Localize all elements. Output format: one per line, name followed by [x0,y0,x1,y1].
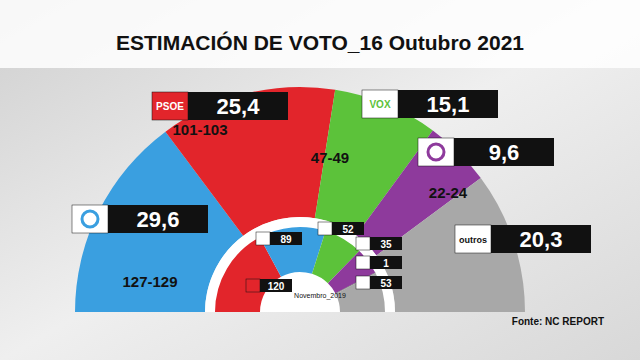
background [0,0,640,360]
value-box [108,205,208,233]
inner-background [205,217,395,312]
value-label: outros 20,3 [455,225,591,253]
logo-box [246,279,260,292]
logo-box [362,90,398,118]
inner-value-label: 35 [356,237,402,250]
title-band [0,0,640,68]
labels: 29,6 127-129 PSOE 25,4 101-103 VOX 15,1 47-49 9,… [72,90,591,292]
value-box [260,279,292,292]
chart: ESTIMACIÓN DE VOTO_16 Outubro 2021 Novemb… [0,0,640,360]
inner-value-label: 120 [246,279,292,292]
logo-box [356,237,370,250]
logo-box [455,225,491,253]
outer-arcs [75,87,525,312]
logo [82,211,98,227]
value-box [270,232,302,245]
data-label: 29,6 [137,207,180,232]
logo-box [72,205,108,233]
party-name: outros [459,235,487,245]
value-box [370,237,402,250]
value-label: PSOE 25,4 [152,92,288,120]
data-label: 25,4 [217,94,261,119]
data-label: 53 [380,278,392,289]
data-label: 120 [268,281,285,292]
value-box [491,225,591,253]
logo-box [356,256,370,269]
logo-box [152,92,188,120]
party-name: VOX [369,99,390,110]
value-box [454,138,554,166]
seats-label: 22-24 [429,184,468,201]
value-box [370,256,402,269]
logo-box [256,232,270,245]
seats-label: 47-49 [311,149,349,166]
party-name: PSOE [156,101,184,112]
seats-label: 101-103 [172,121,227,138]
value-box [398,90,498,118]
logo-box [356,276,370,289]
value-label: VOX 15,1 [362,90,498,118]
data-label: 9,6 [489,140,520,165]
data-label: 35 [380,239,392,250]
inner-value-label: 1 [356,256,402,269]
value-label: 29,6 [72,205,208,233]
value-box [332,222,364,235]
inner-value-label: 52 [318,222,364,235]
value-box [188,92,288,120]
source: Fonte: NC REPORT [512,316,604,327]
data-label: 20,3 [520,227,563,252]
value-box [370,276,402,289]
logo-box [418,138,454,166]
data-label: 52 [342,224,354,235]
data-label: 1 [383,258,389,269]
logo-box [318,222,332,235]
inner-value-label: 89 [256,232,302,245]
inner-label: Novembro_2019 [294,292,346,300]
inner-value-label: 53 [356,276,402,289]
seats-label: 127-129 [122,273,177,290]
inner-arcs [205,217,395,312]
data-label: 15,1 [427,92,470,117]
logo [428,144,444,160]
title: ESTIMACIÓN DE VOTO_16 Outubro 2021 [116,31,524,54]
value-label: 9,6 [418,138,554,166]
data-label: 89 [280,234,292,245]
